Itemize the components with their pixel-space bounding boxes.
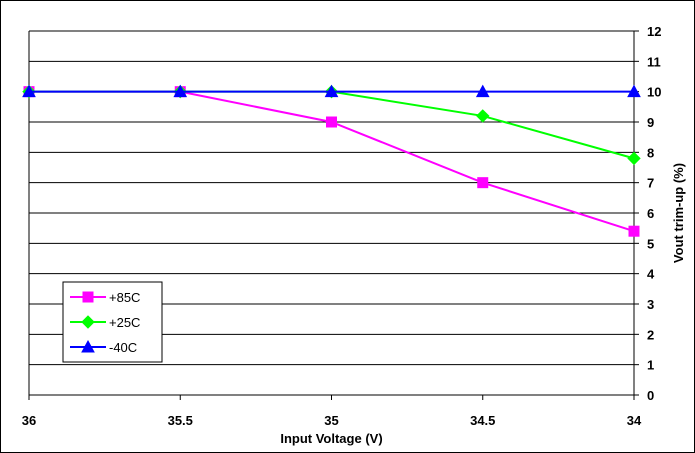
y-tick-label: 10 [647,85,661,100]
series-line [29,90,635,233]
legend-item: -40C [70,339,137,355]
data-point [22,84,36,98]
y-tick-label: 8 [647,145,654,160]
y-tick-label: 3 [647,297,654,312]
legend-marker [81,315,95,329]
data-point [628,225,640,237]
x-tick-labels: 36 35.5 35 34.5 34 [22,413,642,428]
data-point [476,109,490,123]
y-tick-label: 9 [647,115,654,130]
legend-marker [82,291,94,303]
series [22,84,641,237]
y-tick-label: 1 [647,358,654,373]
series-85c [23,86,640,237]
data-point [173,84,188,98]
x-tick-label: 34 [627,413,642,428]
legend-marker [81,339,95,353]
series-40c [22,84,641,98]
y-tick-label: 11 [647,54,661,69]
legend: +85C +25C -40C [62,281,163,363]
y-tick-label: 6 [647,206,654,221]
legend-label: -40C [109,340,137,355]
data-point [627,151,641,166]
y-tick-label: 7 [647,176,654,191]
data-point [477,177,489,189]
legend-label: +25C [109,315,140,330]
x-tick-label: 34.5 [470,413,495,428]
y-tick-label: 2 [647,327,654,342]
data-point [324,84,339,98]
x-tick-label: 35.5 [168,413,193,428]
legend-item: +25C [70,315,140,330]
legend-label: +85C [109,290,140,305]
y-axis-title: Vout trim-up (%) [671,163,686,263]
data-point [475,84,490,98]
legend-box [62,281,163,363]
data-point [326,116,337,128]
y-tick-label: 5 [647,236,654,251]
legend-item: +85C [70,290,140,305]
x-tick-label: 35 [324,413,338,428]
y-tick-label: 4 [647,267,655,282]
x-axis-title: Input Voltage (V) [280,431,382,446]
y-tick-label: 0 [647,388,654,403]
data-point [627,84,641,98]
y-tick-label: 12 [647,24,661,39]
x-tick-label: 36 [22,413,36,428]
